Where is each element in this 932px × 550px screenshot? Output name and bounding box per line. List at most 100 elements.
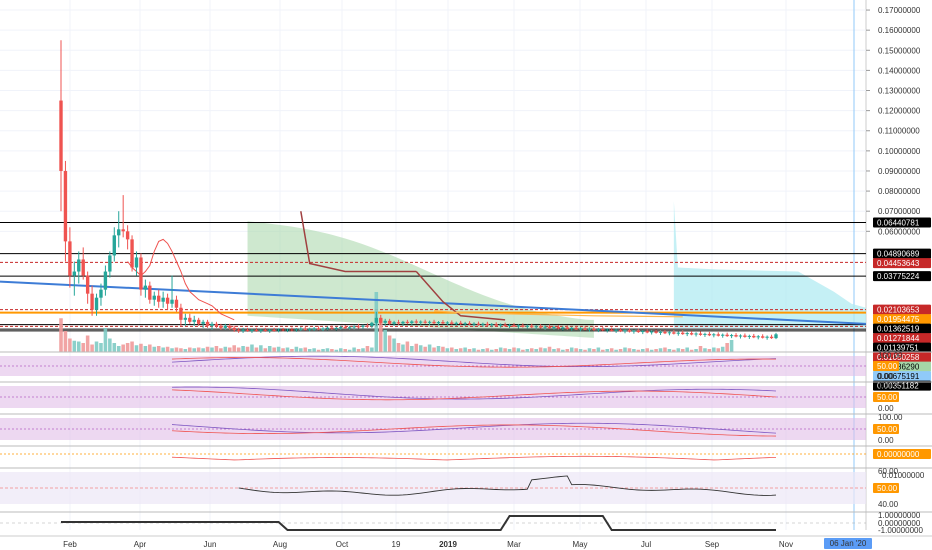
candle-body [516,325,521,327]
candle-body [512,325,516,327]
candle-body [130,239,134,268]
volume-bar [481,349,485,352]
osc-low-label: 0.00 [878,436,894,445]
candle-body [521,325,525,327]
candle-body [370,322,374,327]
candle-body [618,329,623,332]
candle-body [450,322,454,324]
x-tick-label: Nov [779,540,793,549]
price-badge [873,258,931,269]
candle-body [738,335,743,337]
price-tick-label: 0.08000000 [878,187,921,196]
volume-bar [76,341,81,352]
candle-body [223,325,228,328]
volume-bar [543,348,547,352]
volume-bar [547,346,552,352]
volume-bar [223,346,228,352]
x-tick-label: Feb [63,540,77,549]
candle-body [596,329,601,331]
volume-bar [476,349,481,352]
candle-body [165,297,170,304]
candle-body [481,323,485,325]
candle-body [325,327,330,329]
volume-bar [676,348,681,352]
candle-body [125,231,130,240]
volume-bar [245,346,250,352]
price-badge [873,248,931,259]
x-tick-label: Aug [273,540,287,549]
candle-body [108,255,112,272]
volume-bar [574,348,578,352]
candle-body [605,329,609,331]
volume-bar [352,347,356,352]
volume-bar [125,343,130,352]
volume-bar [556,348,561,352]
osc-mid-label: 50.00 [877,484,898,493]
candle-body [485,323,490,326]
volume-bar [423,346,427,352]
price-tick-label: 0.09000000 [878,167,921,176]
candle-body [734,335,738,337]
volume-bar [370,347,374,352]
volume-bar [152,346,157,352]
volume-bar [94,341,99,352]
volume-bar [525,349,530,352]
volume-bar [63,331,68,352]
candle-body [721,334,725,336]
volume-bar [401,344,405,352]
x-tick-label: Sep [705,540,720,549]
volume-bar [614,349,618,352]
x-tick-label: Oct [336,540,349,549]
candle-body [236,329,241,331]
volume-bar [161,347,165,352]
candle-body [379,317,383,323]
candle-body [676,332,680,334]
candle-body [756,336,760,338]
ichimoku-cloud-cyan [673,201,866,328]
price-badge [873,314,931,325]
candle-body [299,328,303,330]
candle-body [365,325,370,327]
volume-bar [640,349,645,352]
volume-bar [361,348,365,352]
price-tick-label: 0.12000000 [878,107,921,116]
candle-body [583,328,587,330]
volume-bar [498,347,503,352]
candle-body [707,333,712,336]
price-badge [873,371,931,382]
price-badge [873,342,931,353]
price-tick-label: 0.14000000 [878,66,921,75]
candle-body [308,329,312,331]
volume-bar [108,338,112,352]
volume-bar [232,345,236,352]
candle-body [534,326,538,328]
volume-bar [134,345,139,352]
volume-bar [601,349,605,352]
cursor-date-label: 06 Jan '20 [830,539,867,548]
volume-bar [196,347,201,352]
volume-bar [694,349,698,352]
orange-ma-line [433,310,683,318]
candle-body [645,331,649,333]
candle-body [494,324,498,326]
candle-body [356,326,361,328]
candle-body [436,322,441,324]
candle-body [716,334,720,336]
candle-body [419,321,423,323]
price-badge [873,380,931,391]
volume-bar [59,318,63,352]
candle-body [268,329,272,331]
volume-bar [378,318,383,352]
volume-bar [85,335,90,352]
osc-line [238,475,777,496]
candle-body [210,323,214,326]
oscillator-line-a [172,355,777,368]
volume-bar [347,349,352,352]
volume-bar [521,349,525,352]
volume-bar [663,347,667,352]
volume-bar [587,348,592,352]
candle-body [103,271,108,290]
candle-body [214,323,219,326]
price-tick-label: 0.10000000 [878,147,921,156]
